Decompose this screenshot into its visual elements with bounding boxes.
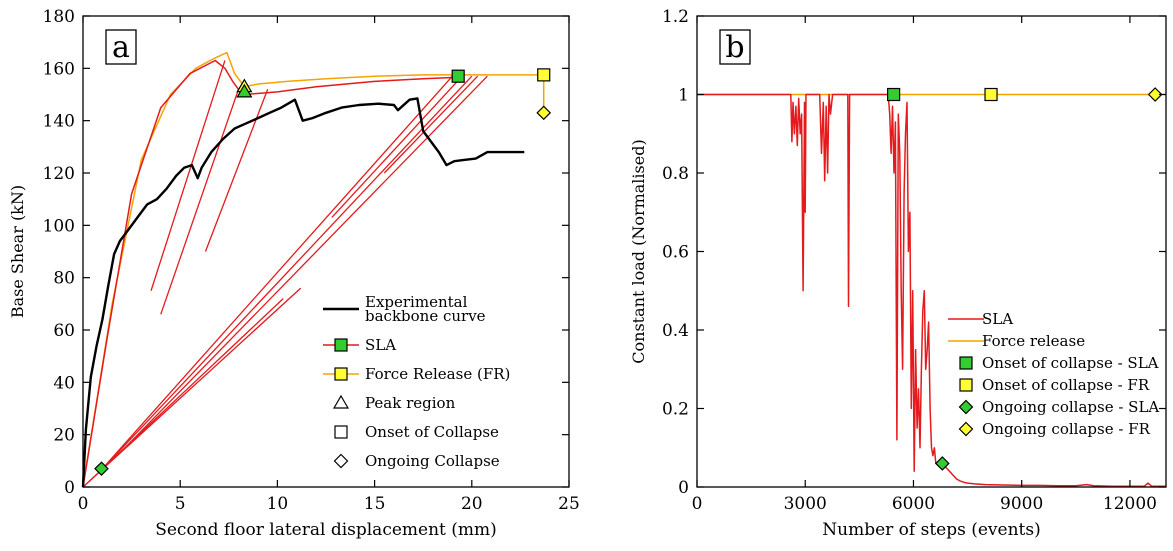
legend-marker-onset_sla <box>959 356 973 370</box>
legend-marker-fr <box>334 367 348 381</box>
series-exp-line <box>81 97 525 488</box>
y-tick-label: 120 <box>43 164 75 184</box>
legend-label: Ongoing collapse - FR <box>982 420 1151 438</box>
sla-cycle-line <box>383 75 479 174</box>
legend-label: Experimental <box>365 293 468 311</box>
legend-marker-ongoing_sla <box>958 399 974 415</box>
y-tick-label: 20 <box>53 426 75 446</box>
marker-onset <box>537 68 551 82</box>
y-tick-label: 100 <box>43 216 75 236</box>
x-tick-label: 20 <box>461 494 483 514</box>
legend-label: Force release <box>982 332 1085 350</box>
series-sla-line <box>82 59 459 488</box>
sla-cycle-line <box>119 75 488 454</box>
plot-area <box>697 87 1166 487</box>
sla-cycle-line <box>331 75 463 218</box>
legend-label: Onset of Collapse <box>365 423 499 441</box>
legend: SLA Force release Onset of collapse - SLA O… <box>948 310 1159 438</box>
y-tick-label: 0.4 <box>662 321 689 341</box>
legend-marker-onset <box>334 425 348 439</box>
legend-marker-onset_fr <box>959 378 973 392</box>
y-axis-label: Base Shear (kN) <box>8 185 27 318</box>
series-fr-line <box>82 51 545 488</box>
x-tick-label: 5 <box>175 494 186 514</box>
marker-onset <box>451 69 465 83</box>
legend-label: Onset of collapse - FR <box>982 376 1150 394</box>
y-tick-label: 60 <box>53 321 75 341</box>
legend-marker-peak <box>332 394 350 409</box>
y-tick-label: 1 <box>678 86 689 106</box>
legend-label: backbone curve <box>365 307 486 325</box>
legend-label: SLA <box>365 336 396 354</box>
panel-b-chart: 0 3000 6000 9000 12000 0 0.2 0.4 0.6 0.8 1 1.2 Numbe… <box>629 7 1167 540</box>
y-tick-label: 0.8 <box>662 164 689 184</box>
y-tick-label: 180 <box>43 7 75 27</box>
panel-label: a <box>105 29 137 65</box>
x-tick-label: 25 <box>558 494 580 514</box>
y-tick-label: 1.2 <box>662 7 689 27</box>
y-tick-label: 40 <box>53 373 75 393</box>
y-tick-label: 0 <box>678 478 689 498</box>
x-tick-label: 12000 <box>1103 494 1157 514</box>
y-axis-label: Constant load (Normalised) <box>629 139 648 363</box>
x-tick-label: 0 <box>78 494 89 514</box>
y-tick-label: 140 <box>43 112 75 132</box>
x-axis-label: Second floor lateral displacement (mm) <box>155 520 497 540</box>
legend-label: SLA <box>982 310 1013 328</box>
legend-marker-sla <box>334 338 348 352</box>
x-tick-label: 0 <box>692 494 703 514</box>
marker-ongoing_sla <box>934 456 950 471</box>
marker-onset_sla <box>887 87 901 102</box>
panel-label-text: a <box>112 30 130 65</box>
legend-marker-ongoing <box>333 453 349 469</box>
panel-label: b <box>719 29 751 65</box>
panel-a-chart: 0 5 10 15 20 25 0 20 40 60 80 100 120 140 160 180 Second… <box>8 7 580 540</box>
y-tick-label: 80 <box>53 269 75 289</box>
sla-cycle-line <box>109 75 473 462</box>
sla-cycle-line <box>101 75 453 470</box>
sla-cycle-line <box>88 298 284 483</box>
marker-ongoing <box>536 105 552 121</box>
panel-label-box <box>105 29 137 65</box>
legend-marker-ongoing_fr <box>958 421 974 437</box>
legend-label: Ongoing collapse - SLA <box>982 398 1159 416</box>
y-tick-label: 0.6 <box>662 243 689 263</box>
x-tick-label: 15 <box>364 494 386 514</box>
legend-label: Ongoing Collapse <box>365 452 500 470</box>
y-tick-label: 0.2 <box>662 400 689 420</box>
x-tick-label: 9000 <box>1000 494 1043 514</box>
plot-frame <box>696 15 1167 488</box>
plot-frame <box>82 15 570 488</box>
series-sla-line <box>697 93 1166 487</box>
legend-label: Peak region <box>365 394 456 412</box>
marker-onset_fr <box>984 87 998 102</box>
marker-peak <box>236 83 253 98</box>
x-tick-label: 6000 <box>892 494 935 514</box>
marker-ongoing_fr <box>1147 87 1163 102</box>
legend-label: Onset of collapse - SLA <box>982 354 1159 372</box>
panel-label-text: b <box>725 30 744 65</box>
sla-cycle-line <box>160 89 240 315</box>
plot-area <box>81 51 552 488</box>
y-tick-label: 160 <box>43 59 75 79</box>
x-axis-label: Number of steps (events) <box>822 520 1040 540</box>
sla-cycle-line <box>204 89 269 252</box>
marker-ongoing <box>94 461 109 477</box>
sla-cycle-line <box>150 60 226 291</box>
x-tick-label: 10 <box>267 494 289 514</box>
legend-label: Force Release (FR) <box>365 365 510 383</box>
panel-label-box <box>719 29 751 65</box>
x-tick-label: 3000 <box>784 494 827 514</box>
y-tick-label: 0 <box>64 478 75 498</box>
